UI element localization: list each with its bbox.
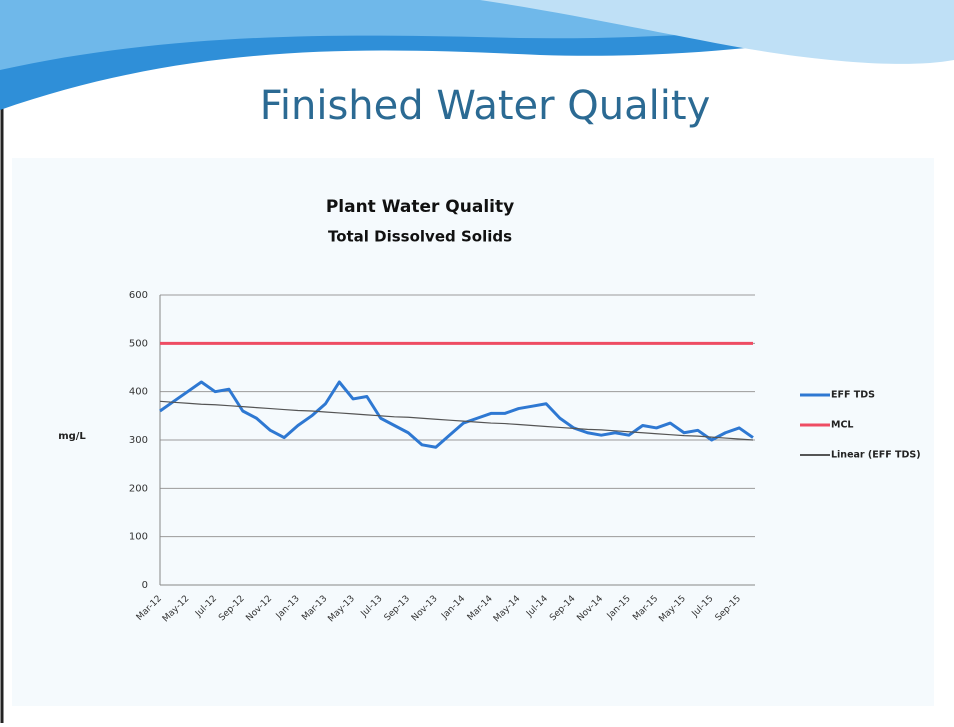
y-tick-label: 400 — [129, 387, 148, 398]
chart-panel — [12, 158, 934, 706]
y-tick-label: 300 — [129, 435, 148, 446]
y-axis-label: mg/L — [58, 431, 86, 442]
wave-highlight — [480, 0, 954, 64]
chart-subtitle: Total Dissolved Solids — [328, 228, 512, 246]
legend-label: Linear (EFF TDS) — [831, 450, 921, 461]
series-line — [159, 400, 754, 441]
legend-label: EFF TDS — [831, 390, 875, 401]
slide-title: Finished Water Quality — [260, 83, 710, 129]
chart-title: Plant Water Quality — [326, 197, 514, 217]
y-tick-label: 500 — [129, 338, 148, 349]
y-tick-label: 200 — [129, 483, 148, 494]
y-tick-label: 600 — [129, 290, 148, 301]
y-tick-label: 100 — [129, 532, 148, 543]
legend-label: MCL — [831, 420, 853, 431]
y-tick-label: 0 — [142, 580, 148, 591]
series-line — [159, 380, 754, 449]
